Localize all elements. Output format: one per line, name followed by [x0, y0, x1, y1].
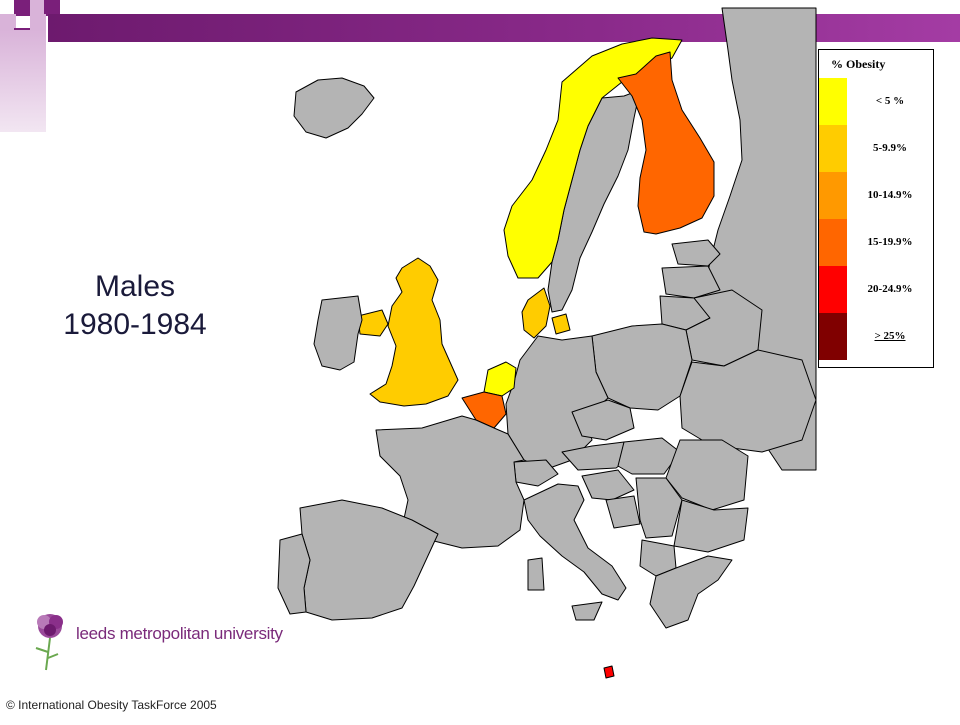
- legend-row: 10-14.9%: [819, 172, 933, 219]
- deco-square: [44, 0, 60, 16]
- deco-vertical-band: [0, 30, 46, 132]
- italy: [523, 483, 627, 601]
- legend-row: 20-24.9%: [819, 266, 933, 313]
- sardinia: [527, 557, 545, 591]
- university-logo: leeds metropolitan university: [30, 608, 283, 672]
- serbia: [635, 477, 683, 539]
- europe-map-svg: [277, 7, 817, 679]
- legend-swatch: [819, 266, 847, 313]
- europe-map: [262, 0, 822, 720]
- ukraine: [679, 349, 817, 453]
- denmark: [521, 287, 551, 339]
- ireland: [357, 309, 389, 337]
- rose-icon: [35, 614, 63, 671]
- legend-row: < 5 %: [819, 78, 933, 125]
- portugal: [277, 533, 311, 615]
- slide-title: Males 1980-1984: [30, 268, 240, 344]
- legend-label: 5-9.9%: [873, 142, 907, 154]
- hungary: [617, 437, 681, 475]
- latvia: [661, 265, 721, 299]
- deco-square: [30, 14, 46, 30]
- deco-square: [30, 0, 44, 14]
- finland: [617, 51, 715, 235]
- title-line-2: 1980-1984: [63, 308, 207, 341]
- legend-swatch: [819, 172, 847, 219]
- title-line-1: Males: [94, 270, 176, 303]
- legend-label: 10-14.9%: [867, 189, 913, 201]
- copyright-text: © International Obesity TaskForce 2005: [6, 698, 217, 712]
- legend-label: > 25%: [874, 330, 906, 342]
- czech-republic: [571, 399, 635, 441]
- legend-label: 15-19.9%: [867, 236, 913, 248]
- legend-row: > 25%: [819, 313, 933, 360]
- norway: [503, 37, 683, 279]
- legend: % Obesity < 5 % 5-9.9% 10-14.9% 15-19.9% 20-…: [818, 49, 934, 368]
- legend-row: 15-19.9%: [819, 219, 933, 266]
- greece: [649, 555, 733, 629]
- logo-text: leeds metropolitan university: [76, 624, 283, 643]
- legend-swatch: [819, 78, 847, 125]
- deco-square: [0, 14, 16, 30]
- slovenia-croatia: [581, 469, 635, 501]
- legend-swatch: [819, 125, 847, 172]
- denmark-islands: [551, 313, 571, 335]
- sicily: [571, 601, 603, 621]
- united-kingdom: [369, 257, 459, 407]
- deco-square: [14, 0, 30, 16]
- legend-row: 5-9.9%: [819, 125, 933, 172]
- bosnia: [605, 495, 641, 529]
- estonia: [671, 239, 721, 267]
- legend-label: < 5 %: [875, 95, 905, 107]
- legend-swatch: [819, 219, 847, 266]
- cyprus: [603, 665, 615, 679]
- iceland: [293, 77, 375, 139]
- legend-label: 20-24.9%: [867, 283, 913, 295]
- northern-ireland: [313, 295, 363, 371]
- legend-title: % Obesity: [831, 57, 886, 71]
- legend-swatch: [819, 313, 847, 360]
